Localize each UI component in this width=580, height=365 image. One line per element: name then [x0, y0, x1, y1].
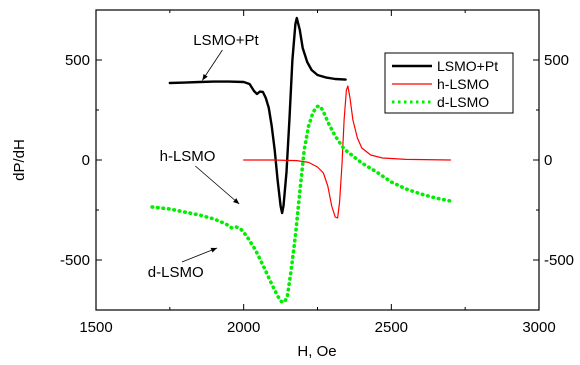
- annotation-arrowhead: [210, 247, 218, 253]
- legend-label-h-lsmo: h-LSMO: [437, 76, 489, 92]
- annotation-arrow: [195, 165, 240, 205]
- annotation-h-lsmo: h-LSMO: [160, 148, 216, 165]
- series-line-h-lsmo: [243, 85, 451, 219]
- series-layer: [150, 16, 453, 305]
- annotation-arrowhead: [233, 198, 240, 204]
- annotation-lsmo-pt: LSMO+Pt: [193, 32, 259, 49]
- x-tick-label: 3000: [522, 319, 555, 336]
- y-right-tick-label: 500: [544, 52, 569, 69]
- y-tick-label: 0: [82, 152, 90, 169]
- x-tick-label: 2000: [227, 319, 260, 336]
- annotation-layer: [181, 49, 240, 263]
- y-tick-label: -500: [60, 252, 90, 269]
- axis-ticks: [95, 9, 540, 311]
- legend-label-lsmo-pt: LSMO+Pt: [437, 58, 498, 74]
- annotation-arrowhead: [202, 74, 208, 81]
- tick-labels: 1500 2000 2500 3000 -500 0 500 -500 0 500: [60, 52, 574, 336]
- series-line-lsmo-pt: [168, 16, 347, 215]
- annotation-d-lsmo: d-LSMO: [148, 264, 204, 281]
- y-axis-label: dP/dH: [11, 139, 28, 181]
- x-tick-label: 2500: [375, 319, 408, 336]
- annotation-arrow: [181, 247, 218, 263]
- x-tick-label: 1500: [79, 319, 112, 336]
- legend-label-d-lsmo: d-LSMO: [437, 94, 489, 110]
- y-tick-label: 500: [65, 52, 90, 69]
- y-right-tick-label: 0: [544, 152, 552, 169]
- series-line-d-lsmo: [150, 104, 453, 305]
- x-axis-label: H, Oe: [297, 343, 336, 360]
- annotation-arrow: [201, 49, 223, 81]
- legend: LSMO+Pt h-LSMO d-LSMO: [384, 52, 514, 114]
- y-right-tick-label: -500: [544, 252, 574, 269]
